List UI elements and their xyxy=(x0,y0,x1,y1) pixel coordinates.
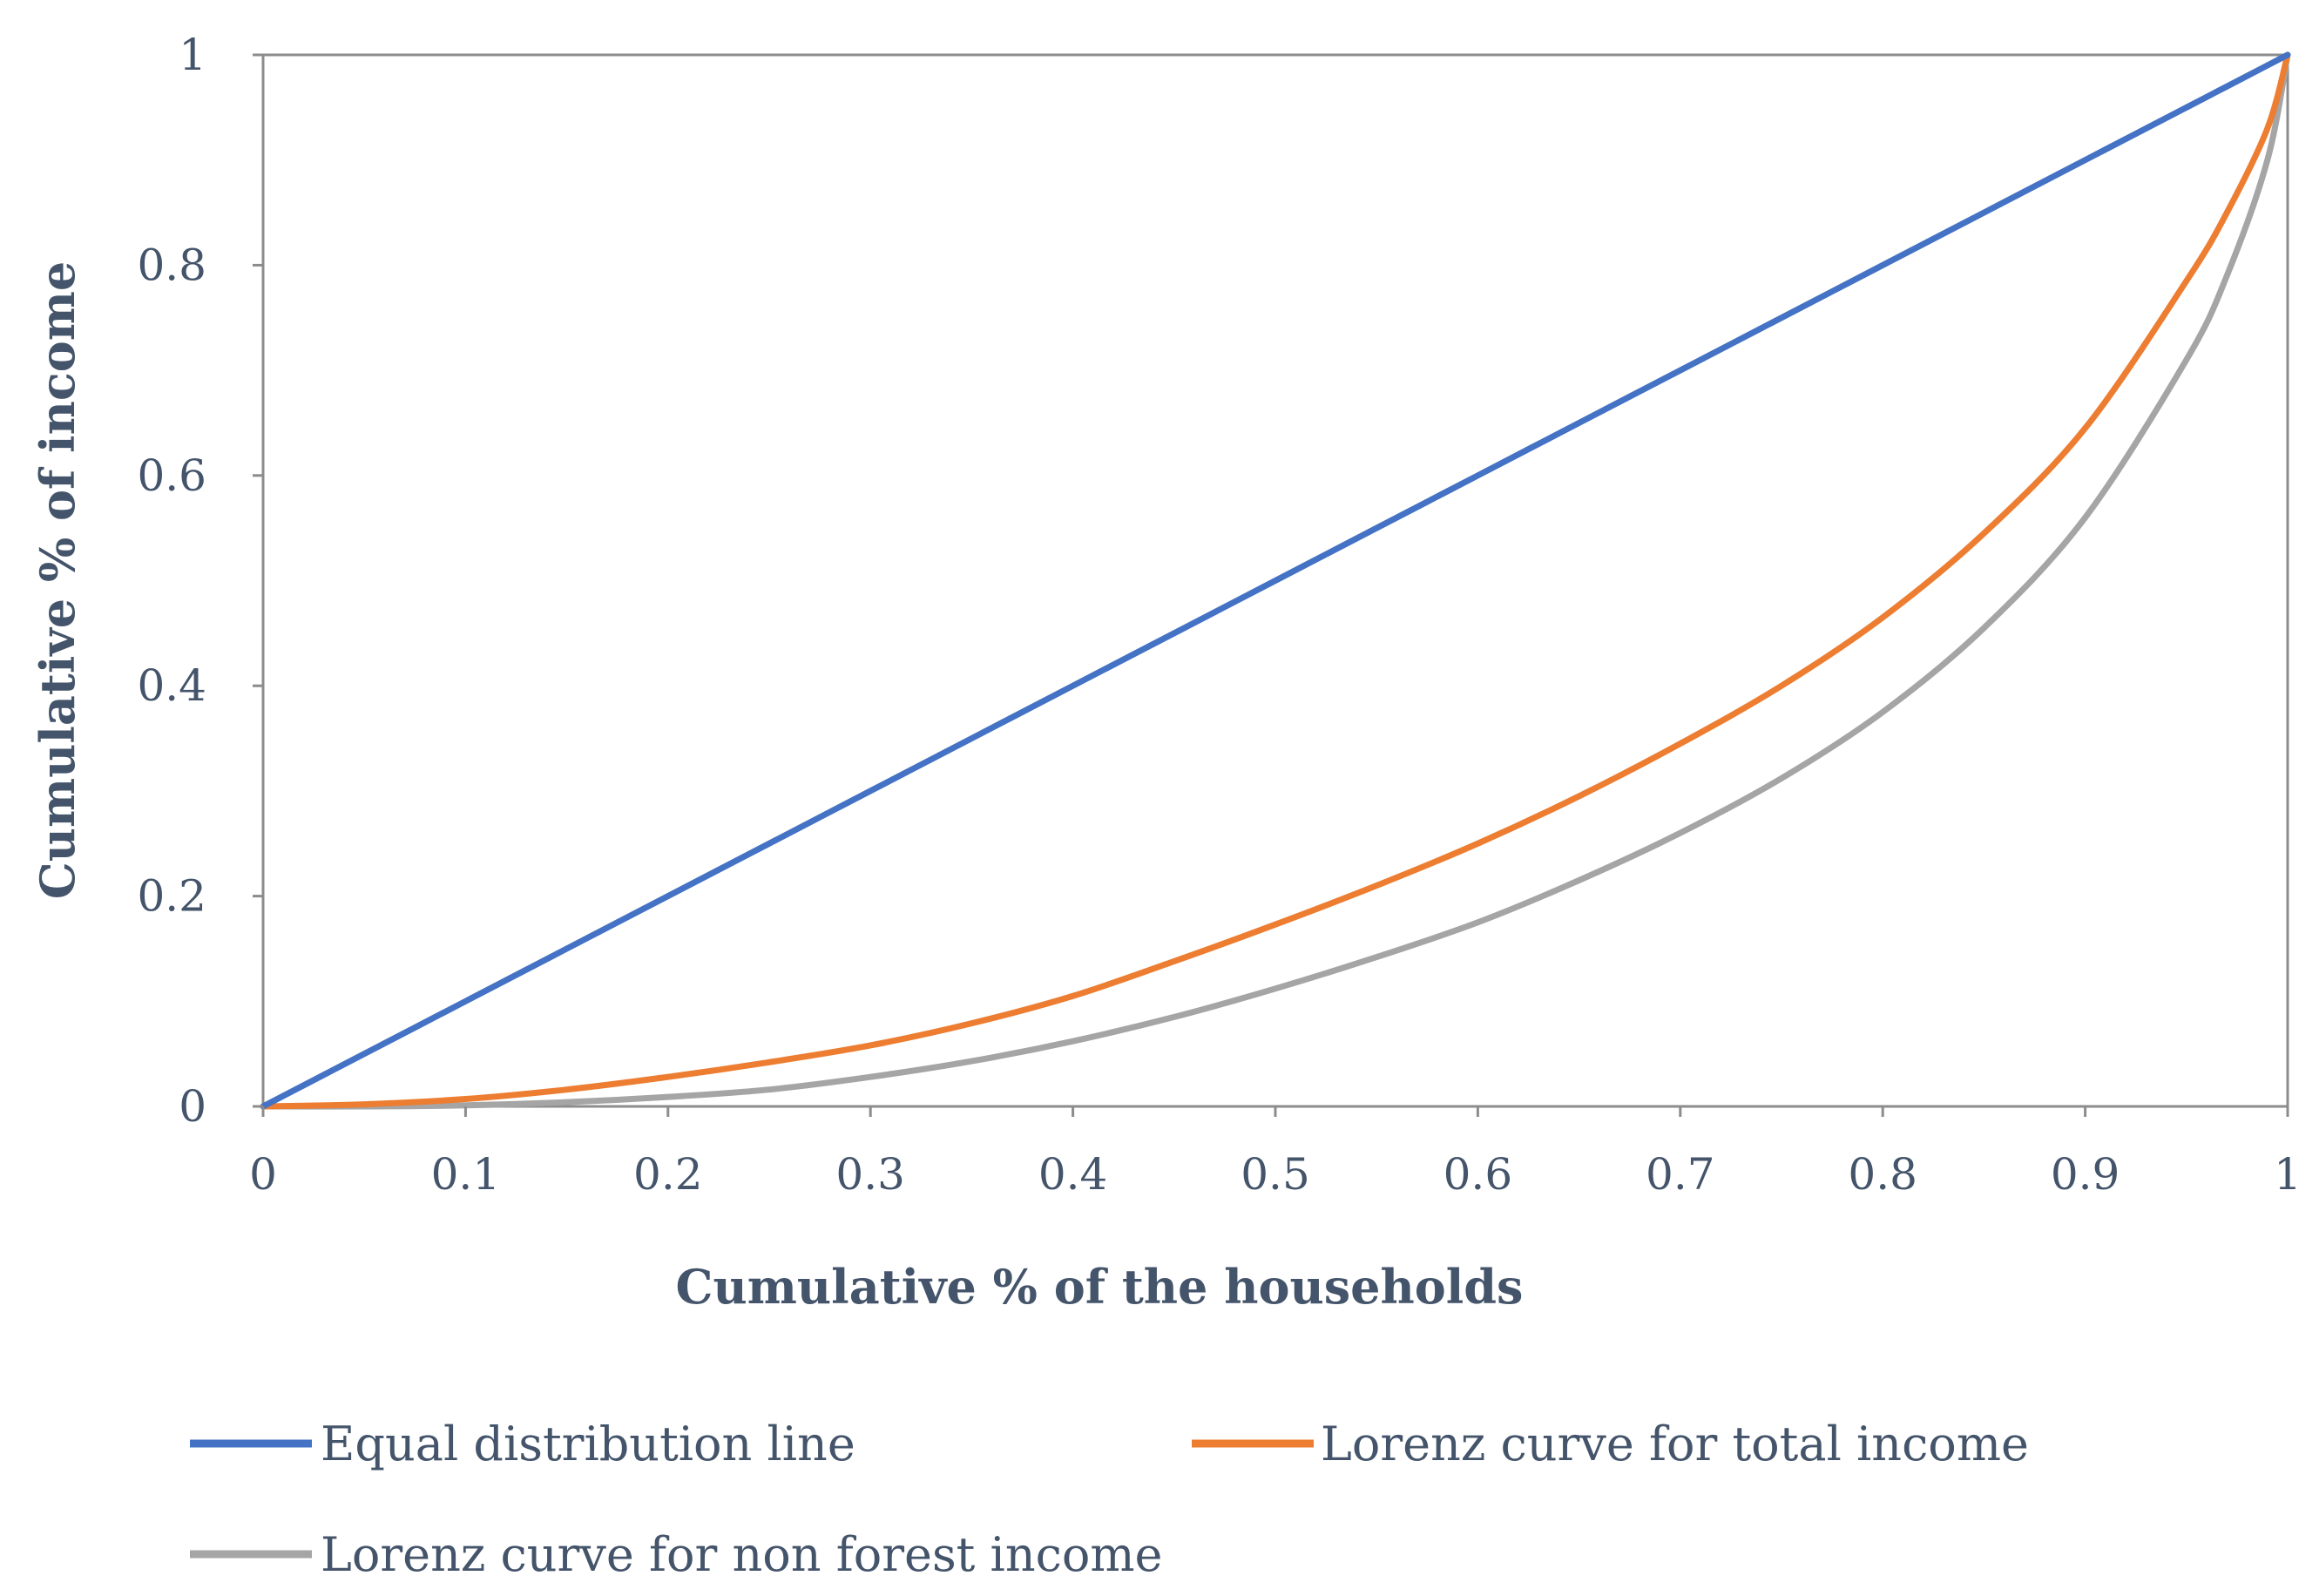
legend-label-total-income: Lorenz curve for total income xyxy=(1321,1417,2029,1471)
legend-item-non-forest-income: Lorenz curve for non forest income xyxy=(190,1527,1163,1582)
tick-labels: 0 0.1 0.2 0.3 0.4 0.5 0.6 0.7 0.8 0.9 1 0 0.2 0.4 0.6 0… xyxy=(137,30,2301,1200)
x-tick-label: 0.6 xyxy=(1443,1149,1513,1200)
legend-label-equal-distribution: Equal distribution line xyxy=(321,1417,855,1471)
x-axis-title: Cumulative % of the households xyxy=(676,1259,1524,1315)
y-tick-label: 0 xyxy=(179,1081,206,1132)
x-tick-label: 0.4 xyxy=(1038,1149,1108,1200)
x-tick-label: 0.1 xyxy=(431,1149,501,1200)
series-line-total-income xyxy=(260,51,2291,1110)
series-line-equal-distribution xyxy=(260,51,2291,1110)
legend-label-non-forest-income: Lorenz curve for non forest income xyxy=(321,1527,1163,1582)
legend-item-total-income: Lorenz curve for total income xyxy=(1192,1417,2029,1471)
y-tick-label: 0.2 xyxy=(137,871,206,922)
series-lines xyxy=(260,51,2291,1110)
x-tick-label: 0 xyxy=(249,1149,277,1200)
x-tick-label: 0.3 xyxy=(835,1149,905,1200)
x-tick-label: 0.8 xyxy=(1848,1149,1917,1200)
legend-item-equal-distribution: Equal distribution line xyxy=(190,1417,855,1471)
y-tick-label: 0.8 xyxy=(137,240,206,290)
x-tick-label: 0.7 xyxy=(1646,1149,1715,1200)
series-line-non-forest-income xyxy=(260,51,2291,1110)
x-tick-label: 0.2 xyxy=(633,1149,703,1200)
y-tick-label: 0.6 xyxy=(137,450,206,501)
x-tick-label: 1 xyxy=(2274,1149,2302,1200)
y-tick-label: 0.4 xyxy=(137,660,206,711)
y-tick-label: 1 xyxy=(179,30,206,80)
legend: Equal distribution line Lorenz curve for… xyxy=(190,1417,2029,1582)
y-axis-title: Cumulative % of income xyxy=(30,261,85,899)
x-tick-label: 0.5 xyxy=(1241,1149,1310,1200)
x-tick-label: 0.9 xyxy=(2051,1149,2120,1200)
